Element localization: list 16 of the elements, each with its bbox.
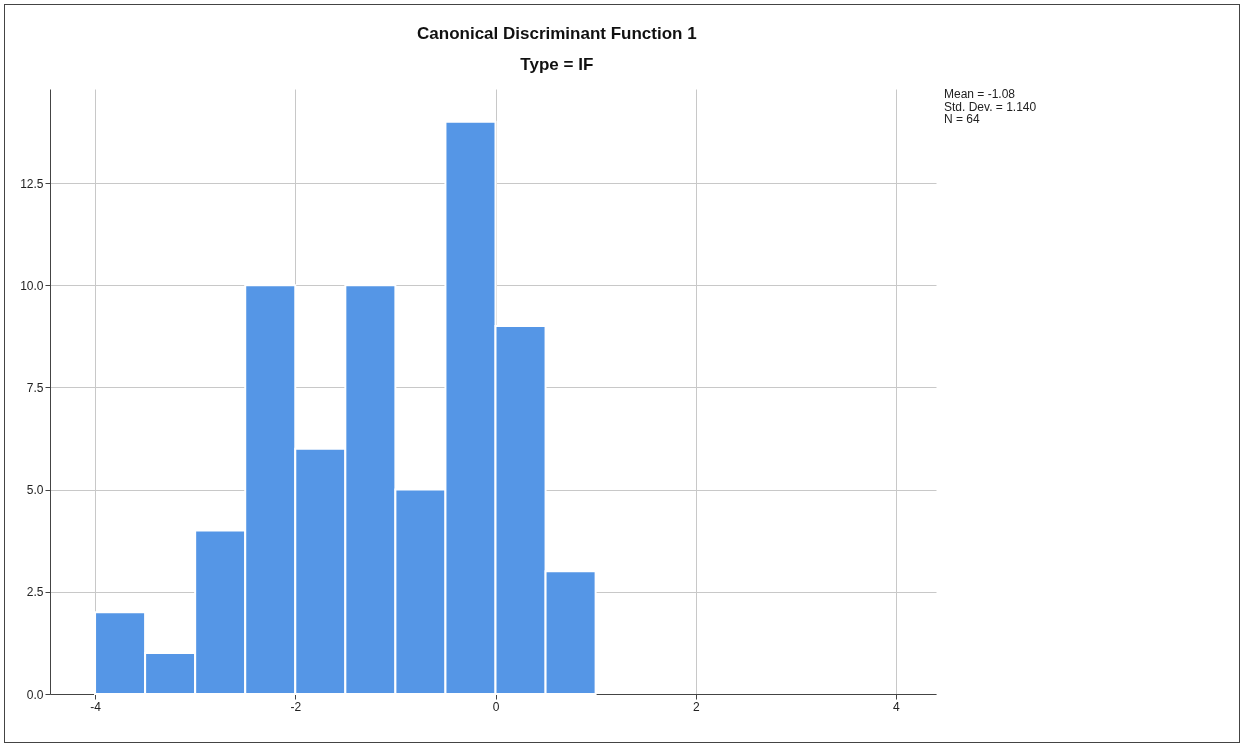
chart-title: Canonical Discriminant Function 1 [417,24,697,43]
y-tick-label: 5.0 [26,483,44,498]
text: Mean = -1.08 [944,87,1016,101]
chart-subtitle: Type = IF [520,55,594,74]
y-tick-label: 0.0 [26,687,44,702]
y-tick-label: 2.5 [26,585,44,600]
x-tick-label: 2 [692,699,700,714]
x-tick-label: -2 [290,699,302,714]
x-tick-label: 0 [492,699,500,714]
text: Std. Dev. = 1.140 [944,99,1037,114]
x-tick-label: -4 [90,699,102,714]
y-tick-label: 7.5 [26,380,44,395]
y-tick-label: 12.5 [20,176,44,191]
text: N = 64 [944,112,981,127]
x-tick-label: 4 [893,699,901,714]
y-tick-label: 10.0 [20,278,44,293]
